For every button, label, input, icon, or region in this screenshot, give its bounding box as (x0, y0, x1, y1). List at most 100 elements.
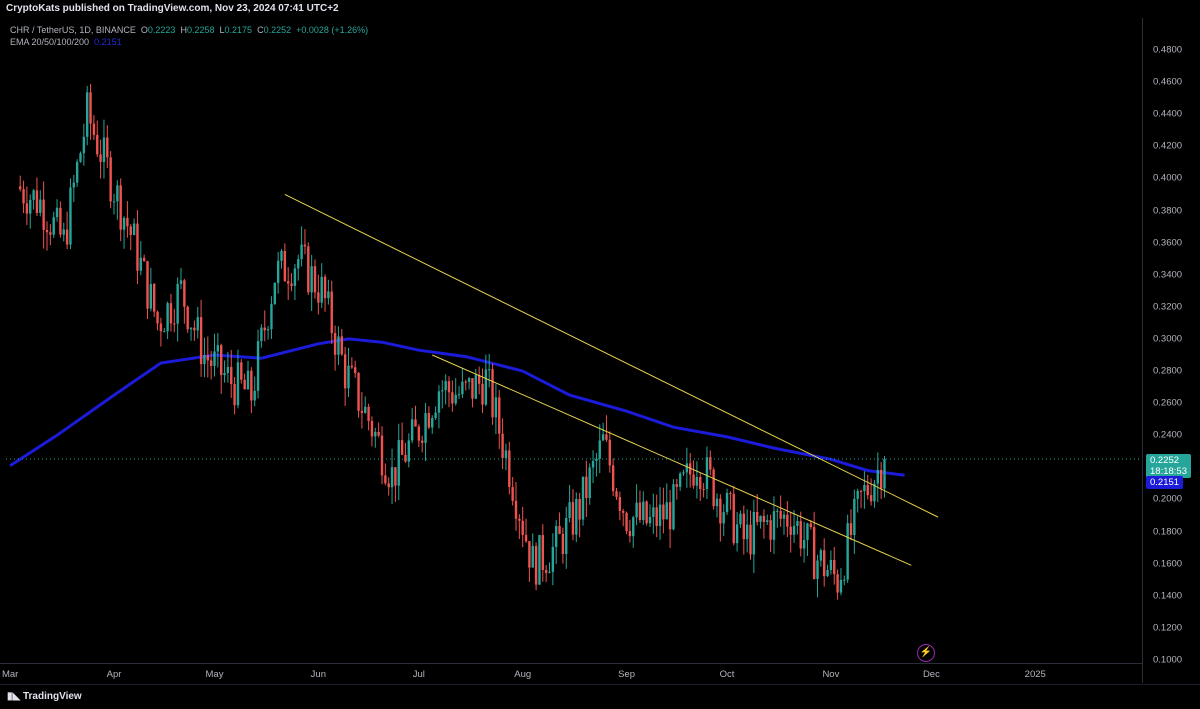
candle-body (521, 520, 524, 535)
price-axis[interactable]: 0.4800 0.4600 0.4400 0.4200 0.4000 0.3800 0.36… (1142, 18, 1200, 683)
candle-body (49, 232, 52, 235)
candle-body (189, 327, 193, 330)
candle-body (561, 533, 565, 554)
candle-body (156, 311, 159, 324)
candle-body (25, 203, 29, 214)
candle-body (196, 317, 199, 331)
price-tick-label: 0.3200 (1153, 301, 1183, 313)
candle-body (320, 276, 323, 303)
candle-body (799, 521, 802, 549)
trendline[interactable] (432, 354, 912, 566)
candle-body (397, 440, 400, 486)
candle-body (266, 329, 270, 331)
change-value: +0.0028 (+1.26%) (296, 25, 369, 35)
candle-body (558, 525, 561, 534)
candle-body (732, 493, 735, 544)
candle-body (876, 469, 879, 484)
candle-body (548, 571, 551, 573)
candle-body (541, 535, 544, 570)
last-price-tag: 0.2252 18:18:53 (1146, 454, 1191, 478)
candle-body (863, 485, 866, 492)
candle-body (581, 476, 585, 520)
candle-body (75, 161, 79, 183)
candle-body (374, 431, 377, 437)
candle-body (833, 560, 836, 575)
bar-countdown: 18:18:53 (1150, 466, 1187, 477)
candle-body (796, 521, 799, 526)
candle-body (39, 199, 42, 213)
candle-body (330, 291, 333, 334)
time-tick-label: Nov (822, 669, 840, 680)
price-tick-label: 0.3800 (1153, 205, 1183, 217)
price-tick-label: 0.1000 (1153, 654, 1183, 666)
candle-body (263, 327, 266, 331)
candle-body (360, 410, 364, 413)
candle-body (35, 190, 39, 213)
candle-body (310, 266, 313, 293)
candle-body (354, 367, 357, 373)
candle-body (782, 514, 786, 519)
candle-body (290, 283, 293, 286)
candle-body (488, 369, 491, 371)
close-value: 0.2252 (263, 25, 292, 35)
publish-bar: CryptoKats published on TradingView.com,… (0, 0, 1200, 18)
candle-body (223, 372, 226, 376)
candle-body (62, 229, 65, 235)
candle-body (109, 157, 112, 202)
candle-body (136, 223, 139, 271)
ema-price-tag: 0.2151 (1146, 476, 1184, 489)
candle-body (662, 504, 665, 520)
candle-body (256, 341, 260, 391)
candle-body (441, 390, 444, 392)
candle-body (605, 434, 608, 440)
candle-body (139, 257, 142, 271)
time-tick-label: May (205, 669, 224, 680)
candle-body (648, 516, 652, 524)
candle-body (749, 524, 752, 555)
candle-body (236, 362, 240, 406)
trendline[interactable] (284, 194, 939, 518)
candle-body (437, 391, 441, 413)
lightning-icon[interactable]: ⚡ (917, 644, 935, 662)
candle-body (524, 534, 528, 542)
candle-body (826, 570, 829, 577)
candle-body (230, 367, 233, 385)
candle-body (712, 469, 715, 507)
candle-body (427, 413, 431, 428)
time-axis[interactable]: Mar Apr May Jun Jul Aug Sep Oct Nov Dec 2025 (0, 663, 1142, 684)
candle-body (846, 523, 849, 580)
candle-body (866, 485, 869, 496)
candle-body (853, 498, 856, 536)
symbol-legend[interactable]: CHR / TetherUS, 1D, BINANCE O0.2223 H0.2… (10, 25, 368, 35)
candle-body (280, 250, 283, 261)
low-label: L (219, 25, 225, 35)
candle-body (464, 381, 467, 383)
time-tick-label: Jun (310, 669, 327, 680)
price-tick-label: 0.4200 (1153, 140, 1183, 152)
candle-body (665, 502, 668, 520)
candle-body (186, 306, 189, 330)
candle-body (149, 284, 153, 309)
time-tick-label: Apr (106, 669, 122, 680)
candle-body (823, 550, 826, 577)
candle-body (260, 327, 263, 342)
candle-body (829, 560, 833, 571)
candle-body (484, 369, 488, 405)
candle-body (79, 153, 82, 162)
candle-body (879, 469, 883, 489)
candle-body (246, 370, 250, 390)
candle-body (608, 439, 611, 466)
candle-body (283, 250, 287, 282)
candle-body (678, 473, 682, 487)
candle-body (544, 569, 548, 573)
candle-body (209, 360, 213, 366)
candle-body (273, 282, 276, 304)
ema-price-value: 0.2151 (1150, 477, 1180, 488)
candle-body (313, 266, 317, 293)
candle-body (618, 496, 622, 511)
candle-body (595, 458, 598, 461)
candle-body (89, 92, 92, 124)
ema-legend[interactable]: EMA 20/50/100/200 0.2151 (10, 37, 122, 47)
candle-body (270, 303, 273, 330)
